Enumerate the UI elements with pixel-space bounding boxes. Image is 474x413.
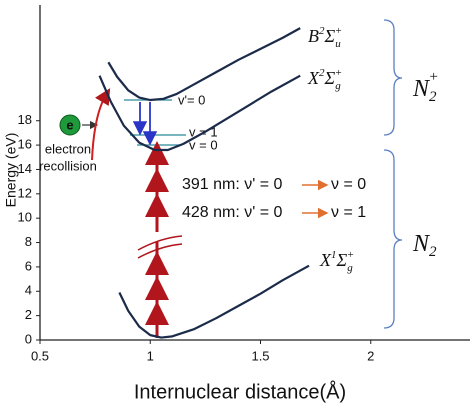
t: N <box>412 76 431 102</box>
t: 2 <box>429 244 437 260</box>
x-tick-label: 2 <box>367 348 374 363</box>
t: X <box>319 250 332 270</box>
electron-label: electron <box>45 141 91 156</box>
curve <box>98 74 301 152</box>
t: + <box>429 69 439 85</box>
level-label: v'= 0 <box>178 92 205 107</box>
curve <box>107 27 301 102</box>
x-axis-label: Internuclear distance(Å) <box>134 380 346 403</box>
x-tick-label: 0.5 <box>31 348 49 363</box>
t: 2 <box>319 67 325 79</box>
brace <box>383 19 403 136</box>
electron-icon <box>59 114 81 136</box>
y-axis-label: Energy (eV) <box>3 133 19 208</box>
brace <box>383 149 403 329</box>
t: X <box>307 68 320 88</box>
y-tick-label: 12 <box>18 185 32 200</box>
t: Σ <box>324 68 336 88</box>
y-tick-label: 8 <box>25 234 32 249</box>
electron-label: recollision <box>39 158 97 173</box>
x-tick-label: 1 <box>147 348 154 363</box>
state-label: X1Σg+ <box>319 249 354 274</box>
t: Σ <box>336 250 348 270</box>
state-label: B2Σu+ <box>308 25 342 50</box>
electron-symbol: e <box>66 117 73 132</box>
t: u <box>335 38 341 50</box>
state-label: X2Σg+ <box>307 67 342 92</box>
upper-level: ν' = 0 <box>244 176 282 193</box>
x-tick-label: 1.5 <box>251 348 269 363</box>
ion-label: N2 + <box>412 69 439 105</box>
t: + <box>347 249 354 261</box>
t: Σ <box>324 26 336 46</box>
level-label: v = 0 <box>189 137 218 152</box>
recollision-arrow <box>91 88 111 161</box>
t: g <box>335 80 341 92</box>
y-tick-label: 6 <box>25 258 32 273</box>
t: N <box>412 231 431 257</box>
y-tick-label: 10 <box>18 210 32 225</box>
axis-break <box>137 235 183 259</box>
lower-level: ν = 1 <box>331 204 366 221</box>
t: 1 <box>331 249 337 261</box>
curve <box>118 264 310 339</box>
y-tick-label: 16 <box>18 137 32 152</box>
y-tick-label: 4 <box>25 283 32 298</box>
transition-label: 391 nm: ν' = 0 <box>182 176 283 193</box>
t: B <box>308 26 319 46</box>
upper-level: ν' = 0 <box>244 204 282 221</box>
t: 2 <box>319 25 325 37</box>
neutral-label: N2 <box>412 231 437 261</box>
t: g <box>347 262 353 274</box>
y-tick-label: 14 <box>18 161 32 176</box>
axes <box>39 5 470 341</box>
transition-label: 428 nm: ν' = 0 <box>182 204 283 221</box>
y-tick-label: 18 <box>18 112 32 127</box>
t: + <box>335 25 342 37</box>
levels <box>124 99 186 146</box>
lower-level: ν = 0 <box>331 176 366 193</box>
y-tick-label: 2 <box>25 307 32 322</box>
t: + <box>335 67 342 79</box>
t: 2 <box>429 89 437 105</box>
wavelength: 391 nm: <box>182 176 240 193</box>
y-tick-label: 0 <box>25 331 32 346</box>
wavelength: 428 nm: <box>182 204 240 221</box>
